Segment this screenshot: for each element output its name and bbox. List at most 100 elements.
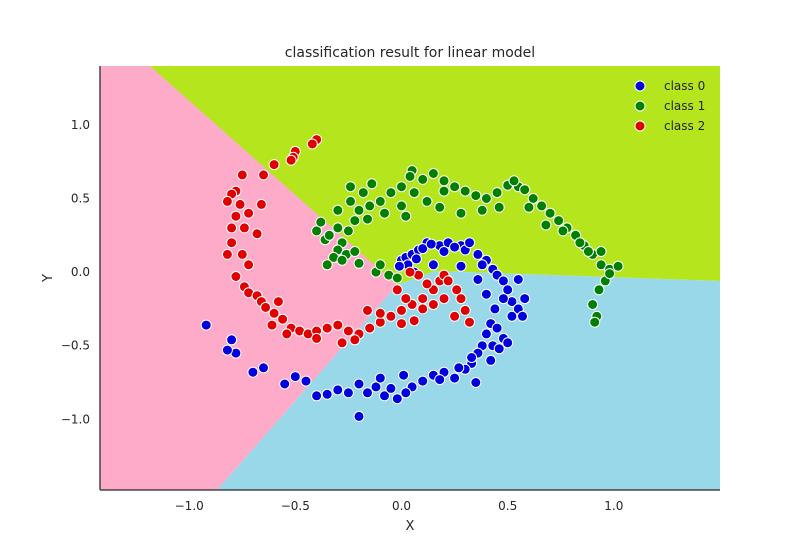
point-class-2	[243, 259, 255, 271]
point-class-0	[258, 362, 269, 374]
point-class-2	[226, 222, 238, 234]
point-class-1	[336, 254, 348, 266]
point-class-1	[540, 219, 552, 231]
chart-title: classification result for linear model	[285, 45, 535, 61]
point-class-1	[519, 184, 531, 196]
point-class-1	[404, 170, 416, 182]
point-class-1	[536, 200, 548, 212]
point-class-1	[332, 222, 344, 234]
point-class-1	[557, 225, 569, 237]
point-class-2	[336, 337, 348, 349]
point-class-1	[353, 204, 365, 216]
point-class-1	[374, 195, 386, 207]
point-class-0	[519, 293, 531, 305]
point-class-1	[574, 237, 586, 249]
point-class-1	[408, 187, 420, 199]
point-class-2	[234, 198, 246, 210]
y-tick-label: −0.5	[61, 339, 90, 353]
point-class-0	[497, 275, 509, 287]
point-class-2	[385, 310, 397, 322]
point-class-0	[289, 371, 301, 383]
point-class-1	[362, 213, 373, 225]
point-class-0	[472, 274, 484, 285]
point-class-2	[427, 299, 439, 310]
point-class-0	[480, 328, 492, 340]
legend-marker	[634, 120, 646, 132]
point-class-2	[408, 315, 420, 327]
point-class-0	[385, 382, 397, 394]
point-class-1	[470, 190, 482, 202]
point-class-1	[544, 207, 556, 219]
point-class-1	[553, 215, 565, 227]
point-class-0	[502, 284, 514, 296]
point-class-0	[506, 310, 518, 322]
point-class-1	[438, 185, 450, 197]
point-class-2	[342, 325, 354, 337]
decision-region-class-2	[100, 66, 397, 490]
point-class-1	[311, 225, 323, 237]
point-class-2	[268, 159, 280, 171]
point-class-0	[472, 248, 484, 260]
point-class-0	[374, 372, 386, 384]
point-class-0	[476, 259, 488, 271]
point-class-0	[353, 378, 365, 390]
point-class-2	[374, 307, 386, 319]
x-tick-label: −1.0	[175, 499, 204, 513]
point-class-2	[311, 332, 323, 344]
legend: class 0 class 1 class 2	[634, 79, 705, 133]
point-class-1	[342, 225, 354, 237]
point-class-1	[589, 316, 601, 328]
point-class-0	[400, 387, 412, 399]
point-class-0	[466, 352, 478, 363]
point-class-0	[370, 381, 382, 393]
point-class-1	[459, 185, 471, 197]
point-class-1	[364, 200, 376, 212]
point-class-2	[455, 293, 467, 305]
point-class-1	[593, 284, 605, 296]
point-class-2	[421, 278, 433, 290]
y-tick-label: 1.0	[71, 118, 90, 132]
point-class-0	[502, 337, 514, 349]
data-points	[200, 134, 624, 422]
point-class-2	[396, 304, 407, 316]
point-class-1	[595, 246, 607, 257]
legend-label: class 0	[664, 79, 705, 93]
point-class-1	[427, 168, 439, 179]
point-class-0	[311, 390, 323, 402]
point-class-0	[453, 362, 465, 374]
point-class-0	[434, 374, 446, 386]
y-tick-label: 0.5	[71, 192, 90, 206]
x-tick-label: 0.5	[498, 499, 517, 513]
point-class-0	[332, 384, 344, 396]
point-class-1	[434, 201, 446, 213]
point-class-2	[281, 328, 293, 340]
point-class-2	[272, 296, 284, 308]
point-class-1	[421, 195, 433, 207]
point-class-0	[517, 310, 528, 322]
point-class-0	[470, 377, 482, 388]
point-class-1	[493, 201, 505, 213]
point-class-0	[425, 238, 437, 250]
y-tick-label: −1.0	[61, 412, 90, 426]
point-class-2	[451, 284, 463, 296]
point-class-0	[247, 366, 259, 378]
point-class-2	[349, 334, 361, 346]
point-class-1	[349, 246, 361, 257]
point-class-1	[612, 260, 624, 272]
point-class-2	[404, 266, 416, 278]
point-class-1	[345, 181, 356, 193]
x-tick-label: 0.0	[392, 499, 411, 513]
point-class-2	[391, 284, 403, 296]
point-class-1	[396, 200, 407, 212]
point-class-0	[410, 253, 422, 265]
point-class-0	[449, 241, 461, 253]
point-class-2	[464, 316, 475, 328]
point-class-2	[417, 303, 429, 315]
point-class-2	[285, 154, 297, 166]
point-class-0	[512, 274, 524, 285]
point-class-1	[357, 187, 369, 199]
point-class-0	[464, 237, 475, 249]
point-class-1	[582, 246, 594, 257]
point-class-0	[455, 260, 467, 272]
point-class-2	[442, 275, 454, 287]
